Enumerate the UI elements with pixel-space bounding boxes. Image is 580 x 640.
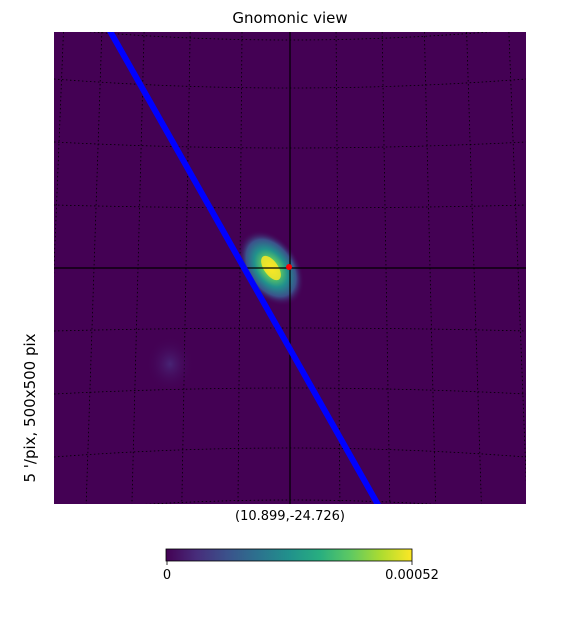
faint-source-blob — [146, 336, 194, 392]
colorbar-min-label: 0 — [162, 568, 172, 583]
colorbar — [165, 548, 413, 562]
graticule-meridian — [54, 32, 64, 279]
map-area — [54, 32, 526, 504]
center-coordinate-label: (10.899,-24.726) — [235, 509, 345, 524]
blue-track-line — [107, 32, 382, 504]
colorbar-max-label: 0.00052 — [385, 568, 439, 583]
chart-title: Gnomonic view — [232, 9, 348, 27]
center-marker — [286, 264, 292, 270]
